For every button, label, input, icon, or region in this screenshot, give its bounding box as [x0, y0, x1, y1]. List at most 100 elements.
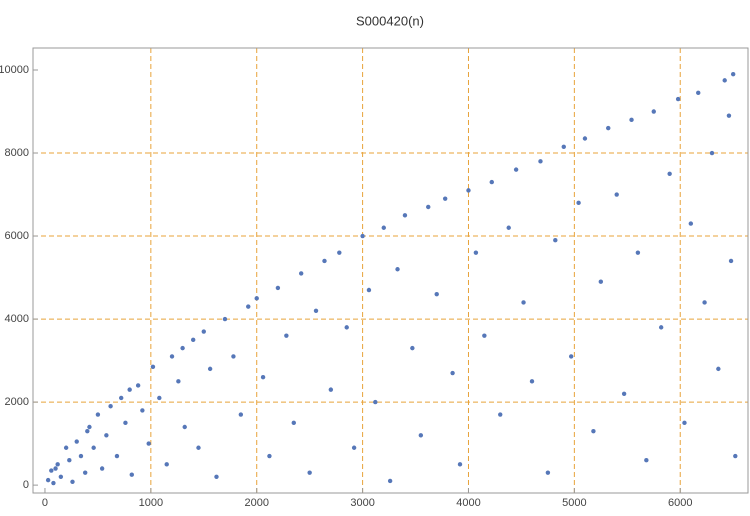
x-tick-label: 0: [42, 497, 48, 509]
y-tick-label: 4000: [5, 313, 29, 325]
point: [395, 267, 400, 272]
point: [716, 366, 721, 372]
point: [644, 458, 649, 463]
point: [591, 428, 596, 434]
y-tick-label: 2000: [5, 396, 29, 408]
chart-title: S000420(n): [356, 13, 424, 28]
point: [402, 213, 408, 218]
point: [709, 150, 715, 156]
point: [506, 225, 511, 230]
point: [614, 192, 619, 197]
point: [702, 300, 707, 305]
point: [58, 474, 64, 480]
point: [381, 225, 386, 230]
point: [53, 466, 58, 471]
point: [545, 470, 551, 475]
point: [246, 304, 251, 309]
point: [182, 424, 187, 430]
point: [267, 453, 272, 459]
point: [114, 453, 120, 459]
point: [67, 458, 72, 463]
point: [728, 258, 734, 264]
point: [730, 71, 736, 77]
point: [466, 188, 471, 193]
point: [434, 291, 439, 297]
point: [521, 300, 526, 305]
point: [95, 412, 101, 417]
point: [275, 285, 281, 291]
point: [366, 287, 372, 293]
point: [561, 144, 566, 149]
point: [238, 412, 244, 417]
point: [675, 96, 681, 102]
point: [482, 333, 487, 338]
point: [667, 171, 672, 176]
point: [157, 395, 162, 401]
point: [150, 364, 156, 370]
point: [284, 333, 289, 338]
point: [87, 424, 92, 430]
point: [108, 404, 113, 409]
point: [207, 366, 213, 372]
point: [582, 136, 588, 141]
point: [129, 472, 134, 477]
point: [313, 308, 319, 313]
point: [74, 439, 79, 444]
point: [45, 477, 51, 483]
point: [328, 387, 334, 392]
y-tick-label: 8000: [5, 147, 29, 159]
point: [344, 325, 349, 330]
point: [351, 445, 357, 450]
point: [190, 337, 196, 343]
point: [598, 279, 604, 284]
x-tick-label: 6000: [668, 497, 692, 509]
x-tick-label: 2000: [244, 497, 268, 509]
plot-frame: [32, 47, 749, 494]
point: [722, 78, 727, 83]
point: [489, 179, 494, 185]
point: [260, 374, 266, 380]
point: [291, 420, 296, 426]
point: [78, 453, 84, 459]
point: [70, 479, 75, 484]
point: [426, 204, 431, 210]
point: [254, 296, 259, 301]
point: [473, 250, 479, 255]
point: [164, 462, 169, 467]
point: [498, 412, 503, 417]
point: [442, 196, 448, 201]
point: [196, 445, 201, 450]
point: [696, 90, 701, 96]
point: [146, 441, 151, 446]
point: [418, 433, 424, 438]
point: [621, 391, 627, 396]
point: [553, 237, 558, 243]
point: [99, 466, 105, 471]
point: [606, 125, 611, 131]
point: [127, 387, 132, 392]
point: [337, 250, 342, 255]
point: [201, 329, 206, 334]
point: [457, 462, 463, 467]
point: [231, 354, 236, 359]
point: [733, 453, 738, 459]
point: [214, 474, 219, 480]
point: [55, 462, 60, 467]
point: [180, 345, 185, 351]
point: [387, 478, 393, 484]
y-tick-label: 10000: [0, 64, 29, 76]
point: [85, 428, 90, 434]
point: [82, 470, 88, 475]
point: [176, 379, 181, 384]
point: [726, 113, 732, 118]
point: [576, 200, 581, 206]
point: [658, 325, 664, 330]
point: [360, 233, 365, 239]
x-tick-label: 1000: [139, 497, 163, 509]
point: [635, 250, 641, 255]
point: [322, 258, 327, 264]
point: [140, 408, 145, 413]
x-tick-label: 4000: [456, 497, 480, 509]
